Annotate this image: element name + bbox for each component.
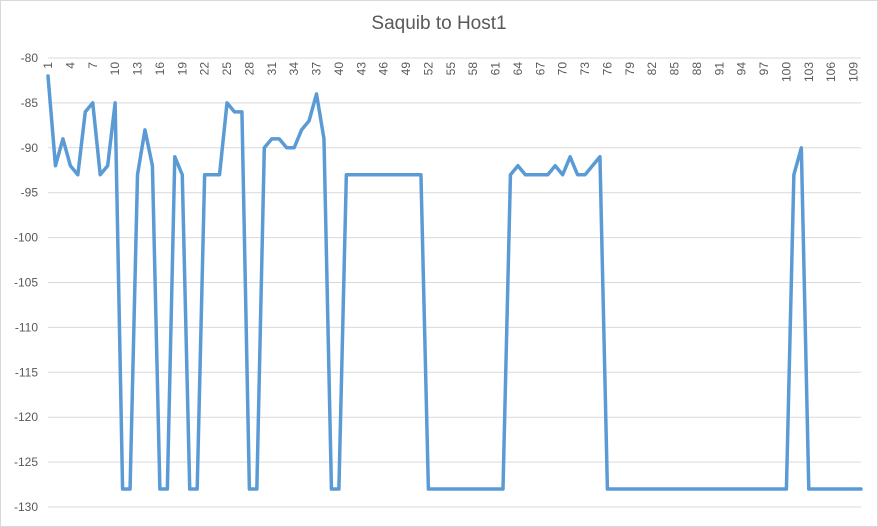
x-tick-label: 64	[511, 62, 525, 76]
series-line	[46, 74, 863, 491]
x-tick-label: 55	[444, 62, 458, 76]
y-tick-label: -85	[21, 96, 39, 110]
x-tick-label: 61	[489, 62, 503, 76]
y-tick-label: -95	[21, 186, 39, 200]
x-tick-label: 34	[287, 62, 301, 76]
x-tick-label: 4	[63, 62, 77, 69]
x-tick-label: 103	[802, 62, 816, 82]
x-tick-label: 43	[354, 62, 368, 76]
x-tick-label: 22	[198, 62, 212, 76]
x-tick-label: 97	[757, 62, 771, 76]
x-tick-label: 76	[600, 62, 614, 76]
x-tick-label: 88	[690, 62, 704, 76]
x-tick-label: 25	[220, 62, 234, 76]
x-tick-label: 52	[421, 62, 435, 76]
y-axis-ticks: -80 -85 -90 -95 -100 -105 -110 -115 -120 -125 -130	[14, 51, 38, 514]
x-axis-ticks: 1 4 7 10 13 16 19 22 25 28 31 34 37 40 43 46 49 52 55 58 61 6…	[41, 62, 861, 82]
x-tick-label: 1	[41, 62, 55, 69]
x-tick-label: 109	[847, 62, 861, 82]
series-layer	[46, 74, 863, 491]
x-tick-label: 46	[377, 62, 391, 76]
x-tick-label: 94	[735, 62, 749, 76]
y-tick-label: -110	[15, 320, 38, 334]
x-tick-label: 82	[645, 62, 659, 76]
x-tick-label: 67	[533, 62, 547, 76]
y-tick-label: -105	[14, 276, 38, 290]
x-tick-label: 19	[175, 62, 189, 76]
x-tick-label: 79	[623, 62, 637, 76]
x-tick-label: 31	[265, 62, 279, 76]
y-tick-label: -125	[14, 455, 38, 469]
x-tick-label: 10	[108, 62, 122, 76]
x-tick-label: 106	[824, 62, 838, 82]
x-tick-label: 70	[556, 62, 570, 76]
x-tick-label: 13	[131, 62, 145, 76]
x-tick-label: 28	[242, 62, 256, 76]
y-tick-label: -90	[21, 141, 39, 155]
x-tick-label: 40	[332, 62, 346, 76]
x-tick-label: 91	[712, 62, 726, 76]
y-tick-label: -130	[14, 500, 38, 514]
y-tick-label: -115	[15, 365, 38, 379]
chart-title: Saquib to Host1	[371, 13, 507, 34]
x-tick-label: 37	[310, 62, 324, 76]
x-tick-label: 49	[399, 62, 413, 76]
x-tick-label: 100	[779, 62, 793, 82]
x-tick-label: 7	[86, 62, 100, 69]
y-tick-label: -80	[21, 51, 39, 65]
gridlines	[48, 57, 861, 508]
x-tick-label: 73	[578, 62, 592, 76]
x-tick-label: 85	[668, 62, 682, 76]
y-tick-label: -100	[14, 231, 38, 245]
y-tick-label: -120	[14, 410, 38, 424]
x-tick-label: 58	[466, 62, 480, 76]
x-tick-label: 16	[153, 62, 167, 76]
